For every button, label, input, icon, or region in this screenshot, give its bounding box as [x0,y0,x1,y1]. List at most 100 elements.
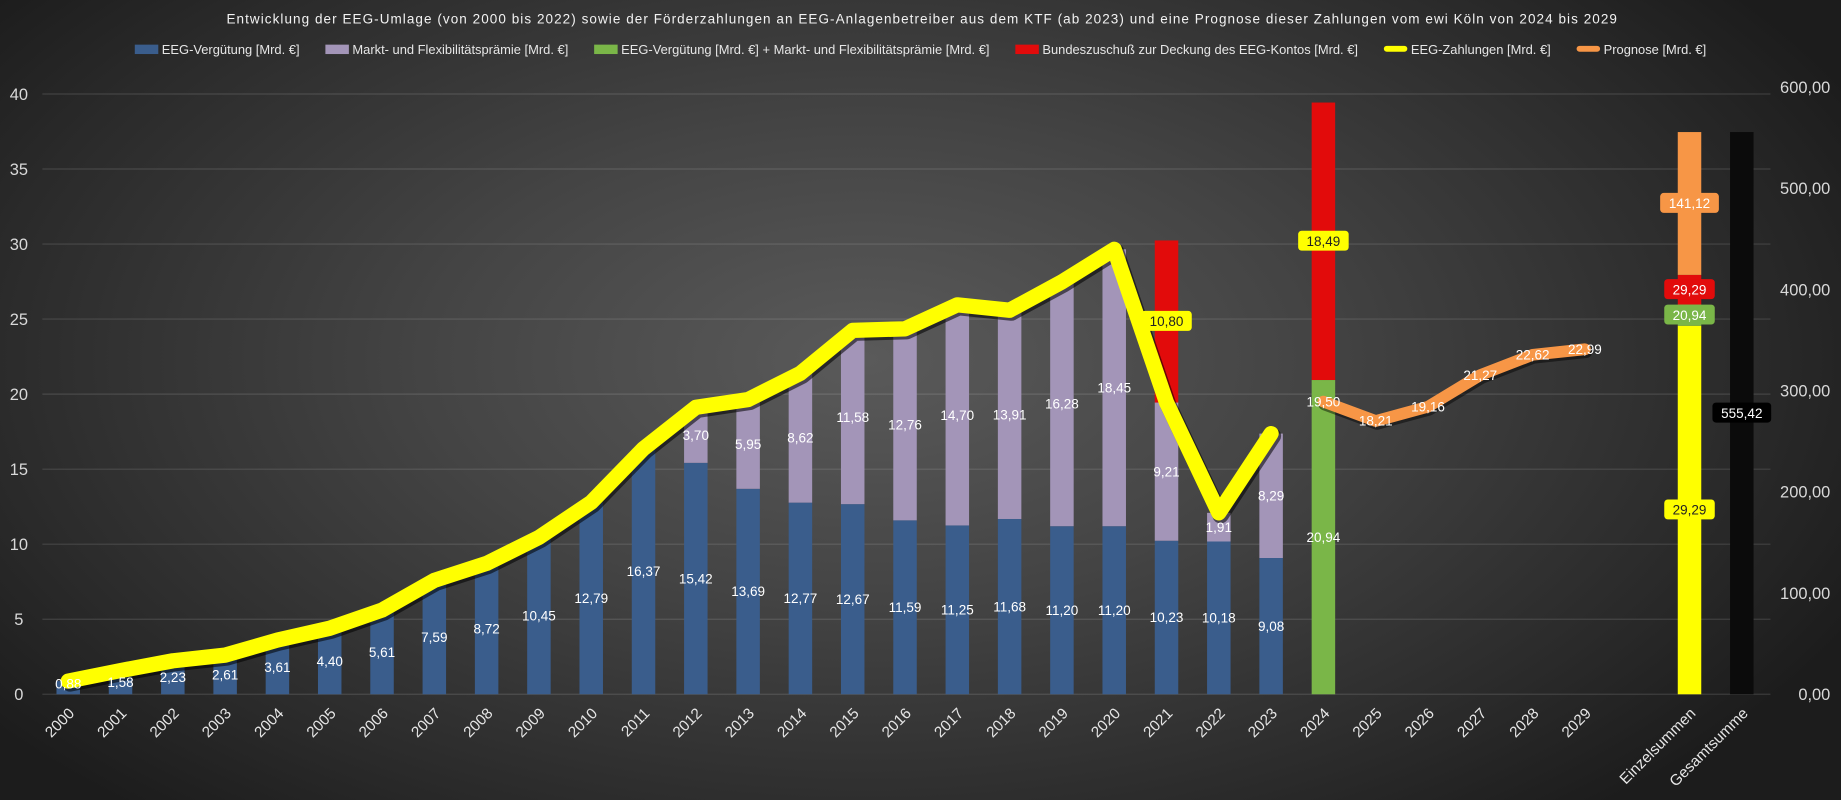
x-tick-label: 2002 [147,705,183,741]
label-markt-praemie: 16,28 [1045,397,1079,412]
label-markt-praemie: 9,21 [1153,464,1179,479]
legend-swatch [1383,45,1408,52]
y-right-tick-label: 500,00 [1780,180,1830,198]
bar-eeg-verguetung [1154,540,1179,695]
label-eeg-verguetung: 1,58 [107,675,133,690]
label-eeg-verguetung: 11,20 [1046,603,1079,618]
bar-eeg-verguetung [736,488,760,695]
label-bundeszuschuss: 18,49 [1307,234,1341,249]
bar-eeg-verguetung [579,502,603,695]
label-eeg-verguetung: 15,42 [679,571,713,586]
legend-label: Bundeszuschuß zur Deckung des EEG-Kontos… [1042,42,1358,57]
x-tick-label: 2004 [251,705,287,741]
legend-swatch [325,44,349,55]
y-right-tick-label: 0,00 [1798,686,1830,704]
label-kombi: 20,94 [1307,530,1341,545]
x-tick-label: 2017 [931,705,967,741]
x-tick-label: 2024 [1297,705,1333,741]
bar-eeg-verguetung [997,518,1022,695]
bar-eeg-verguetung [631,448,656,695]
bar-eeg-verguetung [945,525,970,695]
label-markt-praemie: 5,95 [735,437,761,452]
y-left-tick-label: 5 [14,611,23,629]
bar-markt-praemie [1102,249,1126,527]
label-eeg-verguetung: 10,18 [1202,611,1236,626]
label-einzelsumme-box [1664,304,1715,325]
label-eeg-verguetung: 0,88 [55,676,81,691]
label-eeg-verguetung: 3,61 [264,660,290,675]
label-eeg-verguetung: 11,25 [941,603,974,618]
label-bundeszuschuss-box [1298,230,1349,251]
bar-markt-praemie [997,310,1022,519]
label-markt-praemie: 14,70 [940,408,974,423]
x-tick-label: 2009 [513,705,549,741]
label-eeg-verguetung: 12,67 [836,592,870,607]
bar-eeg-verguetung [788,502,813,695]
y-left-tick-label: 40 [10,86,28,104]
legend-label: EEG-Vergütung [Mrd. €] + Markt- und Flex… [621,42,989,57]
bar-markt-praemie [945,304,970,526]
x-tick-label: 2001 [94,705,130,741]
label-einzelsumme: 20,94 [1673,308,1707,323]
label-bundeszuschuss-box [1141,310,1192,331]
prognose-line [1317,343,1591,427]
bar-eeg-verguetung [265,640,290,695]
bar-markt-praemie [736,399,760,489]
x-tick-label: 2029 [1559,705,1595,741]
x-tick-label: 2015 [827,705,863,741]
label-eeg-verguetung: 7,59 [421,630,447,645]
x-tick-label: 2003 [199,705,235,741]
x-tick-label: 2013 [722,705,758,741]
label-eeg-verguetung: 13,69 [731,584,765,599]
label-eeg-verguetung: 12,79 [574,591,608,606]
label-eeg-verguetung: 11,68 [993,599,1026,614]
label-prognose: 19,50 [1307,394,1341,409]
x-tick-label: 2016 [879,705,915,741]
bar-markt-praemie [1050,281,1074,527]
y-left-tick-label: 25 [10,311,28,329]
label-einzelsumme-box [1664,279,1715,300]
label-prognose: 22,99 [1568,342,1602,357]
label-eeg-verguetung: 10,45 [522,609,556,624]
legend-label: Prognose [Mrd. €] [1604,42,1707,57]
label-markt-praemie: 11,58 [836,410,869,425]
bar-markt-praemie [1154,402,1179,541]
eeg-zahlungen-line [60,241,1279,689]
bar-eeg-verguetung [527,537,551,695]
label-markt-praemie: 12,76 [888,417,922,432]
label-eeg-verguetung: 11,59 [889,600,922,615]
legend-item: Markt- und Flexibilitätsprämie [Mrd. €] [325,42,568,57]
bar-eeg-verguetung [1207,541,1231,695]
y-right-tick-label: 600,00 [1780,79,1830,97]
x-tick-label: 2010 [565,705,601,741]
label-eeg-verguetung: 11,20 [1098,603,1131,618]
bar-markt-praemie [788,373,813,503]
label-markt-praemie: 8,62 [787,431,813,446]
bar-eeg-verguetung [840,504,865,695]
legend-swatch [594,44,618,55]
legend-item: Prognose [Mrd. €] [1576,42,1707,57]
x-tick-label: 2022 [1193,705,1229,741]
bar-eeg-verguetung [474,563,499,695]
label-markt-praemie: 1,91 [1206,520,1232,535]
label-eeg-verguetung: 8,72 [473,622,499,637]
legend-label: Markt- und Flexibilitätsprämie [Mrd. €] [352,42,568,57]
label-einzelsumme: 141,12 [1669,196,1710,211]
label-markt-praemie: 8,29 [1258,489,1284,504]
legend-item: EEG-Vergütung [Mrd. €] + Markt- und Flex… [594,42,989,57]
legend-label: EEG-Vergütung [Mrd. €] [162,42,300,57]
x-tick-label: 2018 [983,705,1019,741]
x-tick-label: 2019 [1036,705,1072,741]
legend-item: Bundeszuschuß zur Deckung des EEG-Kontos… [1015,42,1358,57]
label-eeg-verguetung: 10,23 [1150,610,1184,625]
label-eeg-verguetung: 5,61 [369,645,395,660]
bars [56,102,1754,695]
lines [60,241,1593,692]
bar-eeg-verguetung [893,520,917,695]
legend-item: EEG-Zahlungen [Mrd. €] [1383,42,1551,57]
y-right-tick-label: 300,00 [1780,382,1830,400]
y-left-tick-label: 30 [10,236,28,254]
label-eeg-verguetung: 16,37 [627,564,661,579]
bar-eeg-verguetung [1259,558,1283,695]
